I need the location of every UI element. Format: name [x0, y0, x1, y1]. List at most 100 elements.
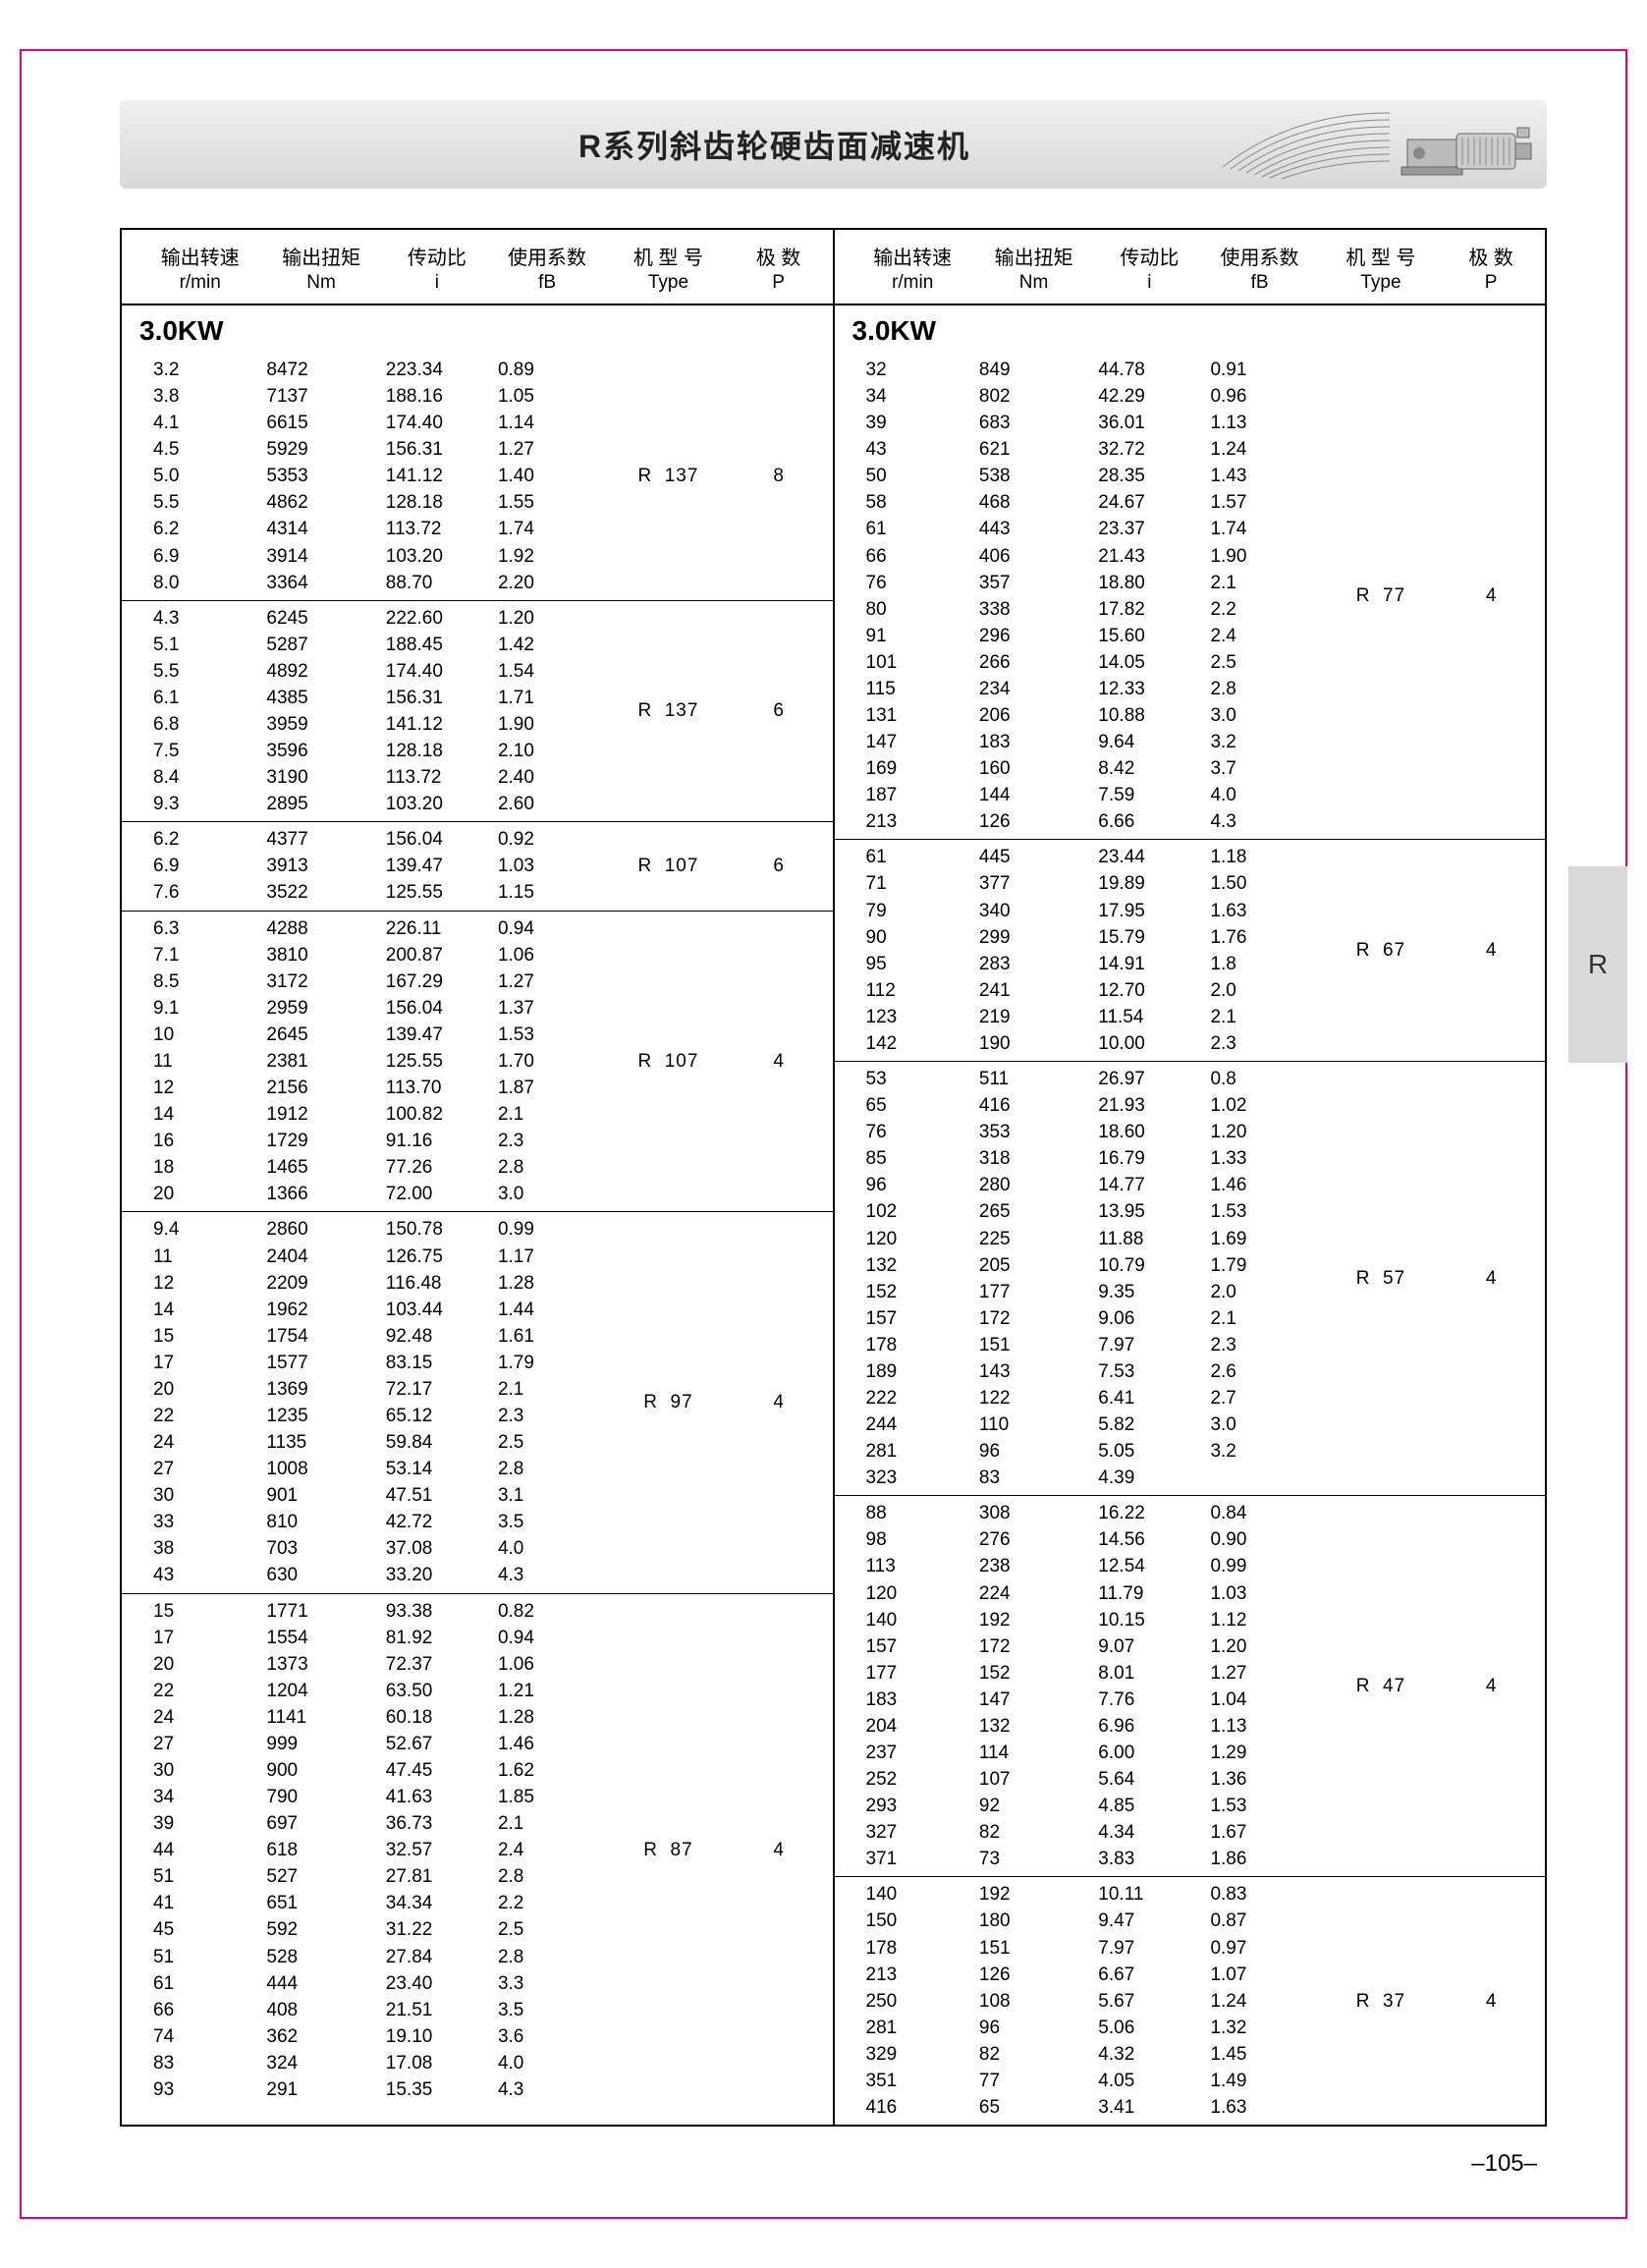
- data-cell: 3596: [260, 738, 381, 764]
- data-cell: 7.6: [139, 879, 260, 906]
- data-cell: 12.33: [1094, 676, 1204, 702]
- page-frame: R系列斜齿轮硬齿面减速机: [20, 49, 1627, 2219]
- data-cell: 3.2: [1204, 1438, 1314, 1465]
- data-cell: 3364: [260, 570, 381, 596]
- data-cell: 3914: [260, 543, 381, 570]
- data-cell: 1135: [260, 1429, 381, 1456]
- data-cell: 39: [852, 410, 973, 436]
- spec-group: 6.26.97.6437739133522156.04139.47125.550…: [122, 822, 833, 911]
- data-cell: 618: [260, 1837, 381, 1863]
- data-cell: 1.06: [492, 1651, 602, 1678]
- data-cell: 3.1: [492, 1482, 602, 1509]
- data-cell: 192: [973, 1607, 1094, 1633]
- data-cell: 21.93: [1094, 1092, 1204, 1119]
- data-cell: 92: [973, 1793, 1094, 1819]
- data-cell: 0.99: [492, 1216, 602, 1243]
- data-cell: 17.82: [1094, 596, 1204, 623]
- col-header: 传动比: [1094, 242, 1204, 270]
- header-graphic: [1213, 108, 1537, 181]
- data-cell: 1.79: [1204, 1252, 1314, 1279]
- data-column: 5114163533182802652252051771721511431221…: [973, 1066, 1094, 1491]
- data-cell: 77.26: [382, 1154, 492, 1181]
- data-cell: 4892: [260, 658, 381, 685]
- data-cell: 323: [852, 1465, 973, 1491]
- data-cell: 0.97: [1204, 1935, 1314, 1962]
- data-column: 1.201.421.541.711.902.102.402.60: [492, 605, 602, 818]
- data-cell: 4.1: [139, 410, 260, 436]
- data-cell: 15.35: [382, 2076, 492, 2103]
- data-cell: 189: [852, 1358, 973, 1385]
- model-type: R 97: [602, 1216, 735, 1588]
- data-column: 23.4419.8917.9515.7914.9112.7011.5410.00: [1094, 844, 1204, 1057]
- data-column: 226.11200.87167.29156.04139.47125.55113.…: [382, 915, 492, 1208]
- data-cell: 178: [852, 1332, 973, 1358]
- data-cell: 324: [260, 2050, 381, 2076]
- data-cell: 528: [260, 1944, 381, 1970]
- data-cell: 2.10: [492, 738, 602, 764]
- data-cell: 327: [852, 1819, 973, 1846]
- pole-count: 8: [735, 357, 823, 596]
- data-cell: 120: [852, 1226, 973, 1252]
- data-cell: 621: [973, 436, 1094, 463]
- data-cell: 900: [260, 1757, 381, 1784]
- data-cell: 3.5: [492, 1997, 602, 2023]
- data-cell: 131: [852, 702, 973, 729]
- data-cell: 1.27: [492, 436, 602, 463]
- data-cell: 1.14: [492, 410, 602, 436]
- data-column: 8898113120140157177183204237252293327371: [852, 1500, 973, 1872]
- data-cell: 5.0: [139, 463, 260, 489]
- data-cell: 27: [139, 1456, 260, 1482]
- data-cell: 9.35: [1094, 1279, 1204, 1305]
- data-cell: 96: [973, 2015, 1094, 2041]
- data-cell: 703: [260, 1535, 381, 1562]
- data-cell: 21.43: [1094, 543, 1204, 570]
- data-cell: 150: [852, 1908, 973, 1934]
- data-column: 6.26.97.6: [139, 826, 260, 906]
- data-cell: 1141: [260, 1704, 381, 1731]
- data-cell: 1.18: [1204, 844, 1314, 870]
- data-cell: 1.06: [492, 942, 602, 968]
- data-cell: 2.3: [492, 1128, 602, 1154]
- data-cell: 4.34: [1094, 1819, 1204, 1846]
- data-cell: 160: [973, 755, 1094, 782]
- data-cell: 14: [139, 1297, 260, 1323]
- data-column: 0.991.171.281.441.611.792.12.32.52.83.13…: [492, 1216, 602, 1588]
- data-cell: 10: [139, 1022, 260, 1048]
- data-column: 0.941.061.271.371.531.701.872.12.32.83.0: [492, 915, 602, 1208]
- data-cell: 157: [852, 1633, 973, 1660]
- data-cell: 2.60: [492, 791, 602, 817]
- data-cell: 53.14: [382, 1456, 492, 1482]
- data-cell: 39: [139, 1810, 260, 1837]
- data-cell: 93: [139, 2076, 260, 2103]
- data-cell: 6.2: [139, 516, 260, 542]
- data-cell: 1754: [260, 1323, 381, 1350]
- data-cell: 5287: [260, 632, 381, 658]
- data-cell: 61: [852, 516, 973, 542]
- data-column: 0.910.961.131.241.431.571.741.902.12.22.…: [1204, 357, 1314, 835]
- data-cell: 41.63: [382, 1784, 492, 1810]
- data-cell: 47.45: [382, 1757, 492, 1784]
- data-cell: 72.00: [382, 1181, 492, 1207]
- data-cell: 180: [973, 1908, 1094, 1934]
- data-cell: 101: [852, 649, 973, 676]
- data-cell: 223.34: [382, 357, 492, 383]
- data-cell: 61: [139, 1970, 260, 1997]
- data-cell: 65: [852, 1092, 973, 1119]
- data-cell: 200.87: [382, 942, 492, 968]
- data-cell: 338: [973, 596, 1094, 623]
- data-cell: 1.61: [492, 1323, 602, 1350]
- data-cell: 445: [973, 844, 1094, 870]
- data-cell: 66: [139, 1997, 260, 2023]
- data-cell: 7.97: [1094, 1935, 1204, 1962]
- data-cell: 122: [973, 1385, 1094, 1411]
- data-cell: [1204, 1465, 1314, 1466]
- data-cell: 27: [139, 1731, 260, 1757]
- data-cell: 28.35: [1094, 463, 1204, 489]
- data-cell: 18: [139, 1154, 260, 1181]
- data-cell: 299: [973, 924, 1094, 951]
- data-cell: 1.21: [492, 1678, 602, 1704]
- col-subheader: r/min: [139, 272, 260, 294]
- data-cell: 1.62: [492, 1757, 602, 1784]
- data-cell: 58: [852, 489, 973, 516]
- data-cell: 147: [973, 1687, 1094, 1713]
